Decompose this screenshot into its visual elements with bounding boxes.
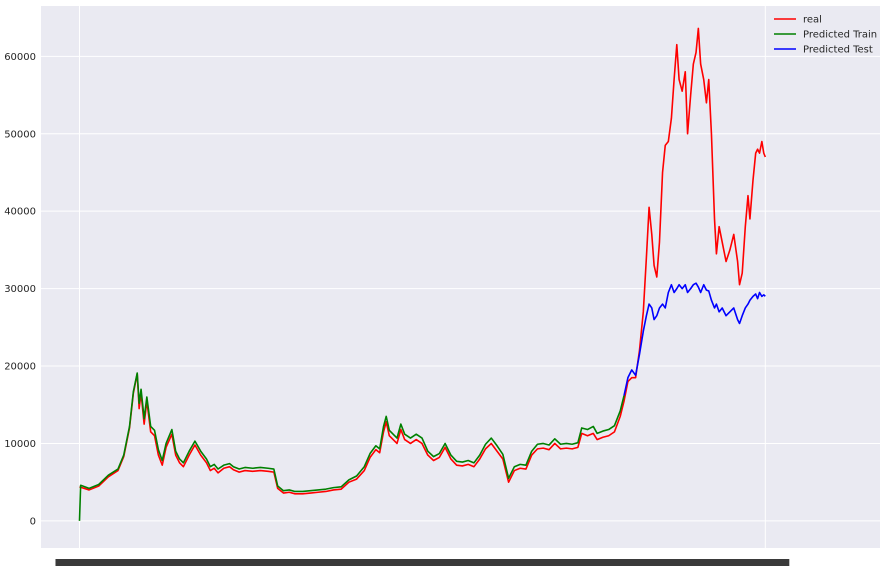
y-tick-label: 0 bbox=[30, 516, 36, 527]
x-tick-labels-band bbox=[55, 559, 790, 566]
plot-area bbox=[41, 6, 880, 548]
legend-label: Predicted Test bbox=[803, 45, 873, 56]
y-tick-label: 40000 bbox=[4, 207, 36, 218]
y-tick-label: 60000 bbox=[4, 52, 36, 63]
series-line-real bbox=[79, 27, 767, 495]
series-lines bbox=[78, 27, 767, 521]
legend-label: real bbox=[803, 15, 822, 26]
series-line-predicted-test bbox=[623, 282, 766, 396]
x-axis-tick-labels bbox=[55, 559, 790, 566]
gridlines bbox=[41, 6, 880, 548]
y-tick-label: 20000 bbox=[4, 362, 36, 373]
y-tick-label: 50000 bbox=[4, 129, 36, 140]
series-line-predicted-train bbox=[78, 372, 625, 521]
legend-label: Predicted Train bbox=[803, 30, 877, 41]
legend: real Predicted Train Predicted Test bbox=[774, 15, 877, 56]
y-tick-label: 30000 bbox=[4, 284, 36, 295]
y-axis-ticks: 0 10000 20000 30000 40000 50000 60000 bbox=[4, 52, 36, 528]
y-tick-label: 10000 bbox=[4, 439, 36, 450]
